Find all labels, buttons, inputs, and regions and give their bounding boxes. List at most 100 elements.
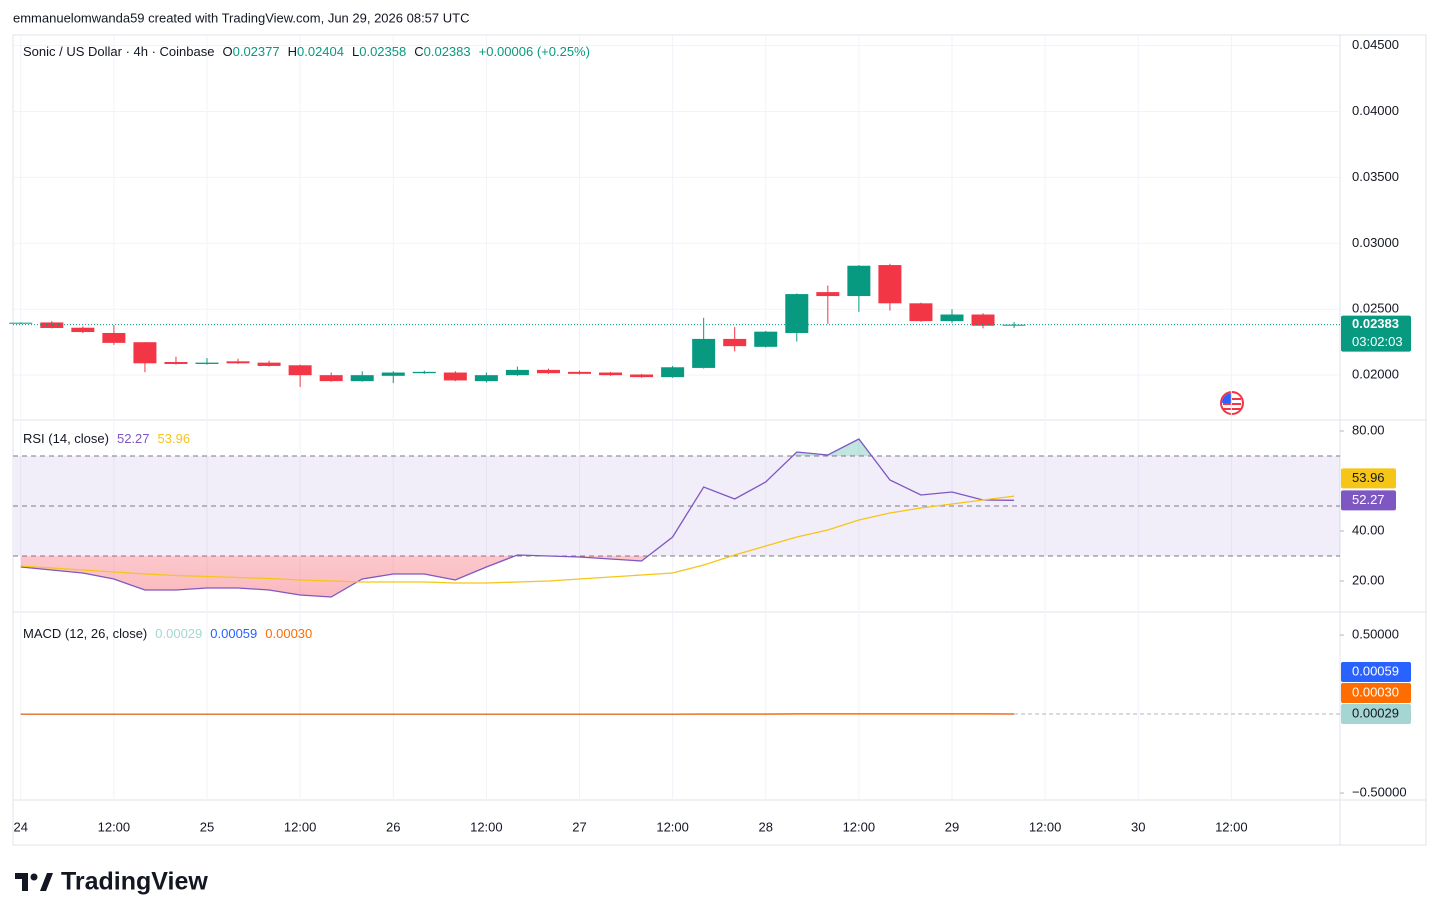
legend-title: Sonic / US Dollar · 4h · Coinbase [23, 44, 214, 59]
legend-value: 0.02404 [297, 44, 344, 59]
x-tick-label: 26 [386, 819, 400, 834]
y-tick-label: 0.04000 [1352, 103, 1399, 118]
candle-body [71, 327, 95, 333]
value-tag-label: 0.00059 [1352, 663, 1399, 678]
legend-value: 0.02358 [359, 44, 406, 59]
candle-body [381, 372, 405, 376]
y-tick-label: 0.03500 [1352, 169, 1399, 184]
candle-body [847, 265, 871, 297]
candle-body [505, 369, 529, 376]
value-tag [1341, 662, 1411, 683]
legend-key: H [288, 44, 297, 59]
candle-body [102, 332, 126, 343]
y-tick-label: 0.03000 [1352, 235, 1399, 250]
candle-body [661, 367, 685, 378]
y-tick-label: −0.50000 [1352, 784, 1407, 799]
y-tick-label: 80.00 [1352, 422, 1385, 437]
candle-body [692, 338, 716, 368]
credit: emmanuelomwanda59 created with TradingVi… [13, 10, 469, 25]
value-tag [1341, 704, 1411, 725]
candle-body [350, 375, 374, 382]
candle-body [133, 342, 157, 364]
legend: Sonic / US Dollar · 4h · Coinbase O0.0237… [23, 44, 590, 59]
candle-body [412, 371, 436, 374]
band-background [14, 456, 1340, 556]
x-tick-label: 29 [945, 819, 959, 834]
candle-body [754, 331, 778, 347]
x-tick-label: 25 [200, 819, 214, 834]
x-tick-label: 12:00 [1029, 819, 1062, 834]
last-price-tag [1341, 315, 1411, 352]
x-tick-label: 30 [1131, 819, 1145, 834]
value-tag [1341, 683, 1411, 704]
candle-body [288, 365, 312, 376]
legend: MACD (12, 26, close) 0.00029 0.00059 0.0003… [23, 626, 312, 641]
candle-body [567, 371, 591, 374]
frame [12, 34, 1427, 846]
last-price-label: 0.02383 [1352, 316, 1399, 331]
candle-body [1002, 324, 1026, 326]
y-tick-label: 0.04500 [1352, 37, 1399, 52]
brand-name: TradingView [61, 868, 208, 896]
candle-body [816, 292, 840, 297]
y-tick-label: 0.02000 [1352, 367, 1399, 382]
candle-body [319, 375, 343, 382]
flag-icon [1220, 391, 1244, 415]
value-tag-label: 0.00029 [1352, 705, 1399, 720]
legend-change: +0.00006 (+0.25%) [479, 44, 590, 59]
legend-value: 0.00059 [210, 626, 257, 641]
legend: RSI (14, close) 52.27 53.96 [23, 431, 190, 446]
indicator-line [20, 438, 1015, 598]
value-tag-label: 53.96 [1352, 470, 1385, 485]
legend-key: L [352, 44, 359, 59]
y-tick-label: 20.00 [1352, 572, 1385, 587]
candle-body [164, 361, 188, 364]
candle-body [723, 338, 747, 347]
legend-value: 53.96 [158, 431, 191, 446]
indicator-line [20, 495, 1015, 584]
legend-value: 0.00029 [155, 626, 202, 641]
y-tick-label: 0.50000 [1352, 627, 1399, 642]
y-tick-label: 40.00 [1352, 522, 1385, 537]
x-tick-label: 27 [572, 819, 586, 834]
x-tick-label: 12:00 [98, 819, 131, 834]
candle-body [226, 361, 250, 364]
value-tag [1341, 490, 1396, 511]
value-tag-label: 0.00030 [1352, 684, 1399, 699]
legend-title: RSI (14, close) [23, 431, 109, 446]
countdown-label: 03:02:03 [1352, 334, 1403, 349]
candle-body [599, 372, 623, 376]
legend-value: 0.02383 [424, 44, 471, 59]
legend-key: C [414, 44, 423, 59]
y-tick-label: 0.02500 [1352, 301, 1399, 316]
candle-body [878, 265, 902, 304]
legend-value: 0.00030 [265, 626, 312, 641]
candle-body [9, 322, 33, 324]
candle-body [630, 374, 654, 378]
x-tick-label: 12:00 [656, 819, 689, 834]
legend-key: O [222, 44, 232, 59]
candle-body [40, 322, 64, 328]
x-tick-label: 12:00 [284, 819, 317, 834]
brand-logo [15, 873, 53, 891]
value-tag [1341, 468, 1396, 489]
candle-body [474, 375, 498, 382]
x-tick-label: 12:00 [843, 819, 876, 834]
candle-body [940, 314, 964, 322]
x-tick-label: 24 [14, 819, 28, 834]
x-tick-label: 28 [759, 819, 773, 834]
candle-body [443, 372, 467, 381]
legend-value: 52.27 [117, 431, 150, 446]
candle-body [971, 314, 995, 326]
x-tick-label: 12:00 [1215, 819, 1248, 834]
candle-body [909, 303, 933, 322]
legend-title: MACD (12, 26, close) [23, 626, 147, 641]
oversold-fill [20, 556, 1015, 597]
legend-value: 0.02377 [233, 44, 280, 59]
candle-body [536, 369, 560, 374]
candle-body [195, 362, 219, 364]
candle-body [785, 294, 809, 333]
x-tick-label: 12:00 [470, 819, 503, 834]
